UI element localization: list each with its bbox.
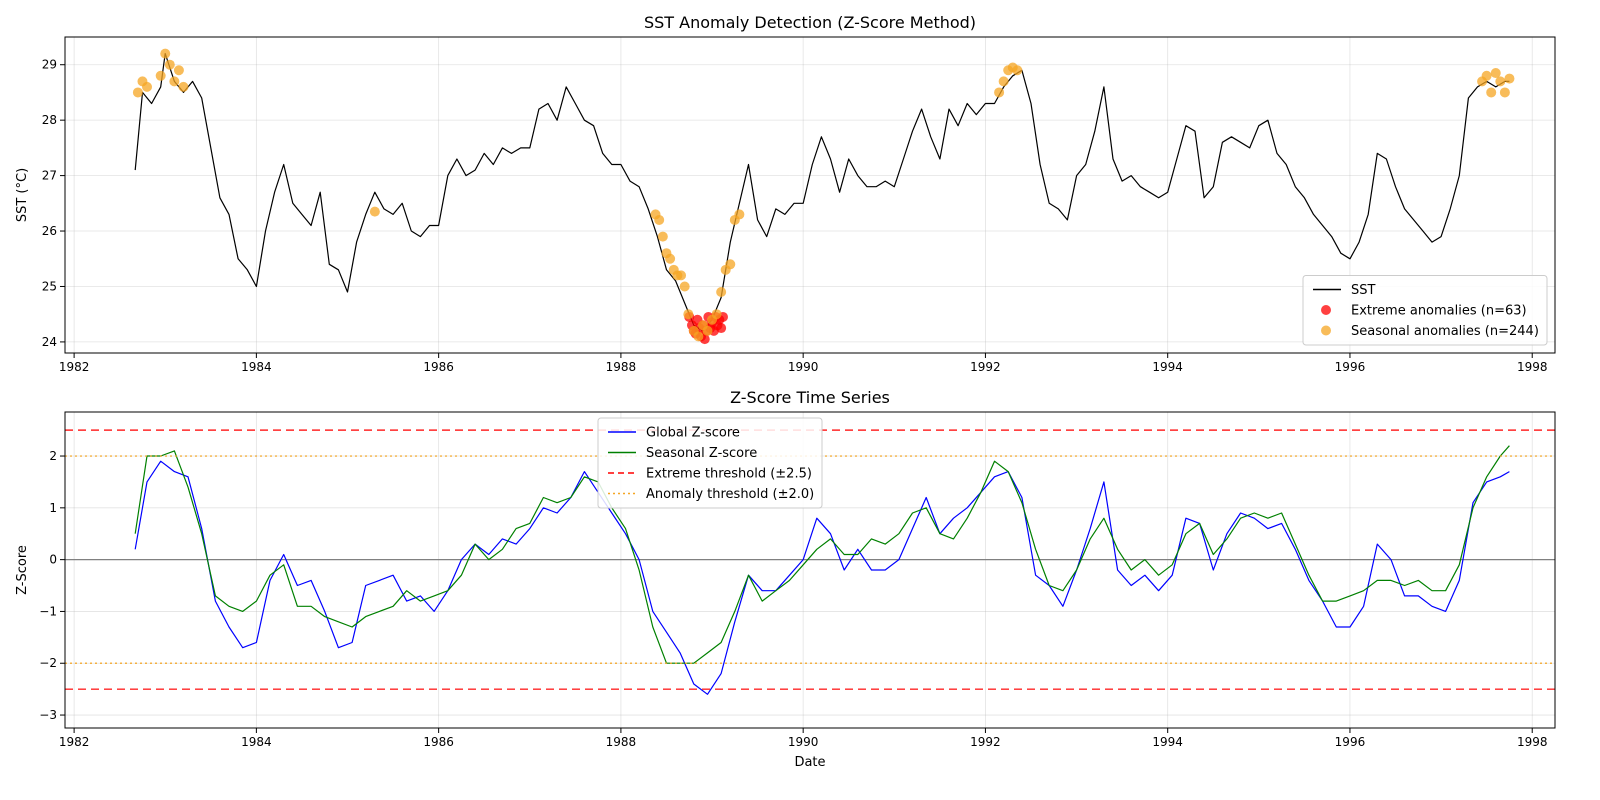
x-tick-label-0: 1982 [59,735,90,749]
series-1-1-line [134,445,1510,664]
point-2-28 [725,259,736,270]
point-2-21 [693,331,704,342]
point-2-4 [160,48,171,59]
point-2-26 [716,287,727,298]
legend-marker-0-2 [1321,325,1331,336]
series-0-0-line [134,52,1510,332]
x-axis-label-1: Date [794,755,825,770]
x-tick-label-8: 1998 [1517,735,1548,749]
point-2-12 [657,231,668,242]
x-tick-label-2: 1986 [423,735,454,749]
y-tick-label-4: 1 [49,501,57,515]
point-2-41 [1499,87,1510,98]
point-2-2 [142,81,153,92]
x-tick-label-1: 1984 [241,360,272,374]
y-tick-label-0: −3 [39,708,57,722]
point-2-7 [173,65,184,76]
y-tick-label-1: 25 [42,279,57,293]
x-tick-label-4: 1990 [788,360,819,374]
point-2-23 [702,325,713,336]
point-1-17 [716,323,727,334]
point-2-32 [998,76,1009,87]
y-tick-label-3: 0 [49,553,57,567]
point-2-40 [1495,76,1506,87]
y-tick-label-3: 27 [42,169,57,183]
legend-label-0-0: SST [1351,283,1376,298]
legend-label-0-1: Extreme anomalies (n=63) [1351,304,1527,319]
y-tick-label-5: 29 [42,58,57,72]
legend-label-1-0: Global Z-score [646,426,740,441]
plot-area-0 [132,48,1515,345]
x-tick-label-1: 1984 [241,735,272,749]
series-0-2-points [132,48,1515,342]
legend-0: SST Extreme anomalies (n=63) Seasonal anom… [1302,275,1548,346]
legend-1: Global Z-score Seasonal Z-score Extreme th… [597,417,823,509]
point-2-0 [132,87,143,98]
y-axis-label-1: Z-Score [15,545,30,595]
x-tick-label-6: 1994 [1152,360,1183,374]
point-2-9 [369,206,380,217]
x-tick-label-2: 1986 [423,360,454,374]
point-2-35 [1012,65,1023,76]
point-2-19 [683,309,694,320]
x-tick-label-5: 1992 [970,360,1001,374]
point-2-38 [1486,87,1497,98]
point-2-8 [178,81,189,92]
legend-marker-0-1 [1321,305,1331,315]
chart-title-0: SST Anomaly Detection (Z-Score Method) [644,13,976,32]
series-1-0-line [134,460,1510,695]
legend-box-0 [1302,275,1548,346]
y-tick-label-2: 26 [42,224,57,238]
axes-frame-1 [64,411,1556,729]
point-2-31 [994,87,1005,98]
point-2-14 [665,253,676,264]
legend-label-0-2: Seasonal anomalies (n=244) [1351,324,1539,339]
panel-0: 1982 1984 1986 1988 1990 1992 1994 1996 1998 24 25… [15,13,1556,374]
point-2-25 [711,309,722,320]
y-tick-label-5: 2 [49,449,57,463]
point-2-39 [1490,68,1501,79]
point-2-18 [679,281,690,292]
x-tick-label-3: 1988 [606,360,637,374]
y-tick-label-2: −1 [39,604,57,618]
x-tick-label-3: 1988 [606,735,637,749]
x-tick-label-8: 1998 [1517,360,1548,374]
x-tick-label-7: 1996 [1335,735,1366,749]
legend-label-1-2: Extreme threshold (±2.5) [646,467,812,482]
point-2-42 [1504,73,1515,84]
point-2-3 [155,70,166,81]
point-2-30 [734,209,745,220]
axes-frame-0 [64,36,1556,354]
y-tick-label-4: 28 [42,113,57,127]
point-2-5 [164,59,175,70]
legend-label-1-1: Seasonal Z-score [646,446,757,461]
x-tick-label-5: 1992 [970,735,1001,749]
panel-1: 1982 1984 1986 1988 1990 1992 1994 1996 1998 −3 −2… [15,388,1556,770]
point-2-6 [169,76,180,87]
y-tick-label-1: −2 [39,656,57,670]
x-tick-label-7: 1996 [1335,360,1366,374]
x-tick-label-6: 1994 [1152,735,1183,749]
y-axis-label-0: SST (°C) [15,168,30,222]
point-2-37 [1481,70,1492,81]
x-tick-label-4: 1990 [788,735,819,749]
y-tick-label-0: 24 [42,335,57,349]
point-2-17 [676,270,687,281]
x-tick-label-0: 1982 [59,360,90,374]
legend-label-1-3: Anomaly threshold (±2.0) [646,487,814,502]
legend-box-1 [597,417,823,509]
point-2-11 [654,214,665,225]
chart-title-1: Z-Score Time Series [730,388,890,407]
